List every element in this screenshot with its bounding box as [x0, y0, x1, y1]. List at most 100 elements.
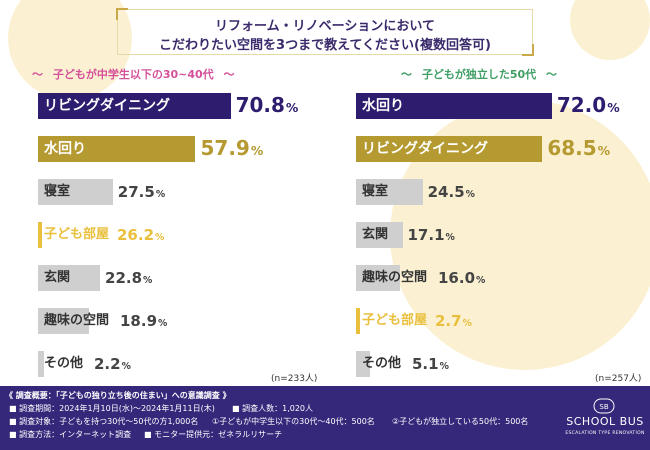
value-label-3: 27.5%: [118, 179, 165, 208]
bar-6: [38, 308, 90, 334]
right-chart-title: ～ 子どもが独立した50代 ～: [401, 66, 557, 82]
value-unit: %: [158, 318, 168, 329]
value-number: 26.2: [117, 226, 155, 244]
value-label-2: 68.5%: [547, 135, 610, 164]
brand-tagline: ESCALATION TYPE RENOVATION: [565, 431, 645, 436]
category-label-3: 寝室: [362, 184, 389, 199]
footer-target: ■ 調査対象：子どもを持つ30代～50代の方1,000名: [9, 417, 199, 426]
value-unit: %: [143, 275, 153, 286]
category-label-7: その他: [362, 356, 402, 371]
footer-heading: 《 調査概要：「子どもの独り立ち後の住まい」への意識調査 》: [5, 391, 231, 400]
category-label-6: 趣味の空間: [44, 313, 110, 328]
bar-5: [356, 265, 400, 291]
footer-group-2: ②子どもが独立している50代：500名: [392, 417, 529, 426]
category-label-1: リビングダイニング: [44, 98, 170, 114]
category-label-4: 玄関: [362, 227, 389, 242]
bar-5: [38, 265, 101, 291]
value-number: 72.0: [556, 93, 607, 117]
bar-6: [356, 308, 360, 334]
footer-period: ■ 調査期間：2024年1月10日(水)～2024年1月11日(木): [9, 404, 215, 413]
footer-method: ■ 調査方法：インターネット調査: [9, 430, 132, 439]
value-number: 16.0: [438, 269, 476, 287]
bar-1: [356, 93, 552, 119]
value-unit: %: [155, 189, 166, 200]
bg-circle-tiny: [570, 0, 650, 60]
bar-7: [38, 351, 44, 377]
value-label-5: 22.8%: [105, 265, 152, 294]
bar-3: [356, 179, 423, 205]
value-label-6: 2.7%: [435, 308, 472, 337]
value-number: 2.2: [94, 355, 121, 373]
footer-group-1: ①子どもが中学生以下の30代～40代：500名: [212, 417, 375, 426]
bg-circle-small: [8, 0, 132, 100]
title-line-2: こだわりたい空間を3つまで教えてください(複数回答可): [159, 38, 491, 53]
value-unit: %: [597, 143, 611, 158]
category-label-5: 玄関: [44, 270, 71, 285]
value-number: 68.5: [547, 136, 597, 160]
value-number: 2.7: [435, 312, 462, 330]
value-label-2: 57.9%: [200, 135, 263, 164]
value-label-7: 2.2%: [94, 351, 131, 380]
category-label-1: 水回り: [362, 98, 404, 114]
value-number: 57.9: [200, 136, 250, 160]
logo-mark-text: SB: [599, 403, 608, 411]
bar-3: [38, 179, 113, 205]
left-title-deco-start: ～: [32, 68, 43, 81]
school-bus-logo-icon: SB: [593, 398, 615, 414]
value-number: 22.8: [105, 269, 143, 287]
bg-circle-large: [390, 100, 650, 370]
value-number: 17.1: [407, 226, 445, 244]
title-box: リフォーム・リノベーションにおいて こだわりたい空間を3つまで教えてください(複…: [116, 8, 534, 56]
category-label-6: 子ども部屋: [362, 313, 428, 328]
right-title-deco-end: ～: [546, 68, 557, 81]
right-title-deco-start: ～: [401, 68, 412, 81]
bar-7: [356, 351, 370, 377]
category-label-2: リビングダイニング: [362, 141, 488, 157]
value-unit: %: [155, 232, 165, 243]
category-label-5: 趣味の空間: [362, 270, 428, 285]
left-chart-title: ～ 子どもが中学生以下の30~40代 ～: [32, 66, 235, 82]
value-number: 24.5: [427, 183, 465, 201]
value-unit: %: [121, 361, 131, 372]
brand-name: SCHOOL BUS: [566, 415, 644, 428]
value-number: 70.8: [235, 93, 285, 117]
category-label-2: 水回り: [44, 141, 86, 157]
bar-1: [38, 93, 231, 119]
left-title-text: 子どもが中学生以下の30~40代: [52, 68, 214, 81]
footer: 《 調査概要：「子どもの独り立ち後の住まい」への意識調査 》 ■ 調査期間：20…: [0, 386, 650, 450]
value-label-1: 70.8%: [236, 92, 299, 121]
value-unit: %: [250, 143, 264, 158]
value-number: 5.1: [412, 355, 439, 373]
value-unit: %: [476, 275, 486, 286]
bar-4: [356, 222, 403, 248]
category-label-3: 寝室: [44, 184, 71, 199]
right-sample-size: (n=257人): [595, 374, 642, 384]
value-number: 27.5: [117, 183, 155, 201]
value-unit: %: [462, 318, 472, 329]
title-line-1: リフォーム・リノベーションにおいて: [215, 19, 435, 34]
value-label-6: 18.9%: [120, 308, 167, 337]
value-unit: %: [285, 100, 299, 115]
right-title-text: 子どもが独立した50代: [421, 68, 537, 81]
value-label-4: 17.1%: [408, 222, 455, 251]
value-label-5: 16.0%: [438, 265, 485, 294]
value-unit: %: [465, 189, 475, 200]
value-label-7: 5.1%: [412, 351, 449, 380]
value-number: 18.9: [120, 312, 158, 330]
value-label-4: 26.2%: [117, 222, 164, 251]
left-title-deco-end: ～: [223, 68, 235, 81]
bar-4: [38, 222, 42, 248]
value-label-1: 72.0%: [557, 92, 620, 121]
bar-2: [356, 136, 543, 162]
value-unit: %: [439, 361, 449, 372]
value-label-3: 24.5%: [428, 179, 475, 208]
footer-count: ■ 調査人数：1,020人: [232, 404, 314, 413]
value-unit: %: [607, 100, 620, 115]
value-unit: %: [445, 232, 455, 243]
category-label-7: その他: [44, 356, 84, 371]
left-sample-size: (n=233人): [271, 374, 318, 384]
footer-provider: ■ モニター提供元：ゼネラルリサーチ: [144, 430, 283, 439]
category-label-4: 子ども部屋: [44, 227, 110, 242]
bar-2: [38, 136, 196, 162]
